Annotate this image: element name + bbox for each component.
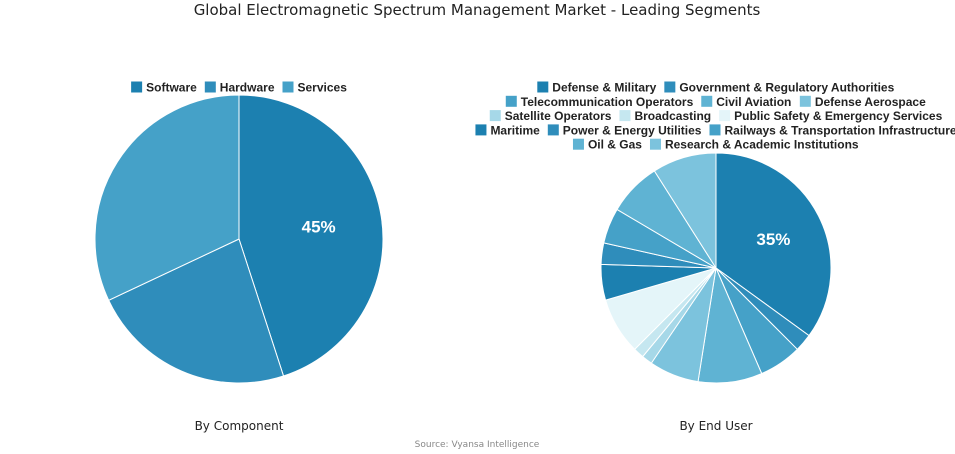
legend-swatch xyxy=(505,95,517,107)
legend-item-government-and-regulatory-authorities: Government & Regulatory Authorities xyxy=(664,81,895,95)
legend-item-services: Services xyxy=(282,81,347,95)
legend-item-power-and-energy-utilities: Power & Energy Utilities xyxy=(547,123,702,137)
legend-label: Telecommunication Operators xyxy=(521,95,694,109)
legend-swatch xyxy=(619,110,631,122)
legend-item-research-and-academic-institutions: Research & Academic Institutions xyxy=(649,138,859,152)
legend-swatch xyxy=(204,81,216,93)
legend-item-software: Software xyxy=(131,81,197,95)
legend-item-broadcasting: Broadcasting xyxy=(619,109,711,123)
legend-swatch xyxy=(475,124,487,136)
legend-label: Oil & Gas xyxy=(588,138,642,152)
legend-swatch xyxy=(282,81,294,93)
legend-item-railways-and-transportation-infrastructure: Railways & Transportation Infrastructure xyxy=(709,123,955,137)
legend-label: Defense Aerospace xyxy=(815,95,926,109)
pie-slice-services xyxy=(94,94,240,301)
pie-slice-research-and-academic-institutions xyxy=(653,152,717,270)
legend-item-civil-aviation: Civil Aviation xyxy=(701,95,791,109)
legend-swatch xyxy=(719,110,731,122)
legend-label: Civil Aviation xyxy=(716,95,791,109)
chart-caption: By Component xyxy=(195,419,284,433)
component-pie-chart: Software Hardware Services 45% By Component xyxy=(94,81,384,433)
legend-item-oil-and-gas: Oil & Gas xyxy=(572,138,642,152)
legend-swatch xyxy=(664,81,676,93)
legend-item-maritime: Maritime xyxy=(475,123,540,137)
pie-slice-software xyxy=(238,94,384,377)
legend-item-satellite-operators: Satellite Operators xyxy=(489,109,612,123)
legend-swatch xyxy=(547,124,559,136)
legend-label: Defense & Military xyxy=(552,81,656,95)
legend-label: Software xyxy=(146,81,197,95)
data-label-defense-and-military: 35% xyxy=(756,230,790,249)
legend-item-defense-aerospace: Defense Aerospace xyxy=(799,95,926,109)
legend-item-defense-and-military: Defense & Military xyxy=(537,81,657,95)
legend-swatch xyxy=(572,138,584,150)
end-user-pie-chart: Defense & Military Government & Regulator… xyxy=(475,81,955,433)
legend-swatch xyxy=(799,95,811,107)
legend-swatch xyxy=(649,138,661,150)
legend-label: Power & Energy Utilities xyxy=(563,123,702,137)
legend-swatch xyxy=(489,110,501,122)
pie-slice-defense-and-military xyxy=(715,152,832,337)
pie-slice-hardware xyxy=(108,238,285,384)
legend-label: Railways & Transportation Infrastructure xyxy=(724,123,955,137)
legend-label: Government & Regulatory Authorities xyxy=(679,81,894,95)
legend-label: Satellite Operators xyxy=(505,109,612,123)
legend-swatch xyxy=(131,81,143,93)
legend-label: Research & Academic Institutions xyxy=(665,138,859,152)
data-label-software: 45% xyxy=(302,217,336,236)
legend-label: Hardware xyxy=(220,81,275,95)
legend-item-public-safety-and-emergency-services: Public Safety & Emergency Services xyxy=(719,109,943,123)
legend-label: Public Safety & Emergency Services xyxy=(734,109,942,123)
legend-swatch xyxy=(701,95,713,107)
legend-swatch xyxy=(709,124,721,136)
legend-swatch xyxy=(537,81,549,93)
legend-label: Broadcasting xyxy=(634,109,711,123)
source-note: Source: Vyansa Intelligence xyxy=(415,440,540,450)
chart-caption: By End User xyxy=(679,419,752,433)
legend-item-hardware: Hardware xyxy=(204,81,275,95)
legend-item-telecommunication-operators: Telecommunication Operators xyxy=(505,95,694,109)
legend-label: Services xyxy=(297,81,347,95)
legend-label: Maritime xyxy=(490,123,540,137)
chart-title: Global Electromagnetic Spectrum Manageme… xyxy=(194,1,761,19)
